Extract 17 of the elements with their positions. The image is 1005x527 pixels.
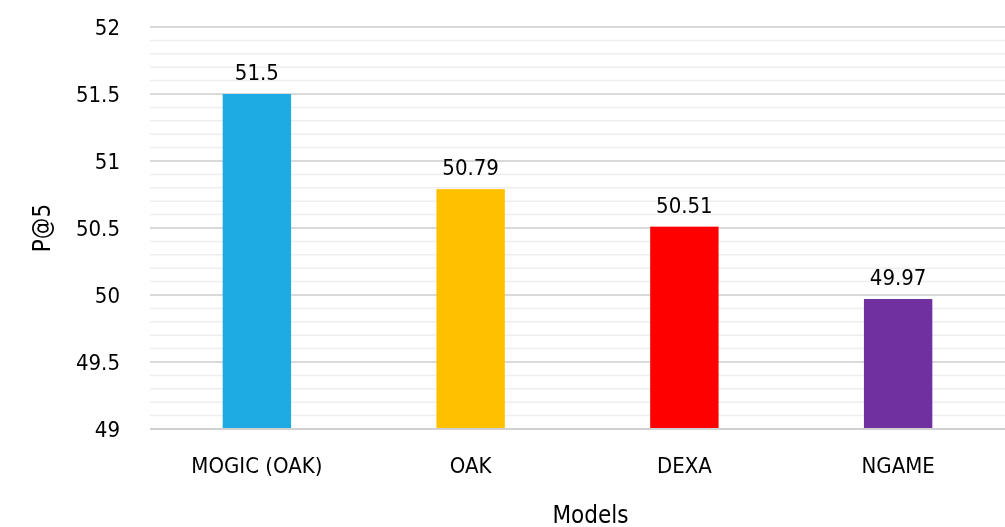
x-tick-label: OAK bbox=[449, 453, 493, 478]
data-label: 50.51 bbox=[656, 192, 713, 218]
y-tick-label: 50 bbox=[94, 282, 120, 308]
y-tick-label: 51.5 bbox=[75, 81, 120, 107]
y-tick-label: 49 bbox=[94, 416, 120, 442]
y-tick-label: 50.5 bbox=[75, 215, 120, 241]
y-tick-label: 49.5 bbox=[75, 349, 120, 375]
x-tick-label: NGAME bbox=[861, 453, 935, 478]
y-tick-label: 51 bbox=[94, 148, 120, 174]
x-tick-label: MOGIC (OAK) bbox=[191, 453, 323, 478]
data-label: 50.79 bbox=[442, 155, 499, 181]
x-axis-title: Models bbox=[552, 501, 629, 527]
y-tick-label: 52 bbox=[94, 14, 120, 40]
x-tick-label: DEXA bbox=[656, 453, 713, 478]
y-axis-title: P@5 bbox=[28, 203, 56, 253]
data-label: 51.5 bbox=[234, 60, 279, 85]
data-label: 49.97 bbox=[869, 265, 927, 291]
